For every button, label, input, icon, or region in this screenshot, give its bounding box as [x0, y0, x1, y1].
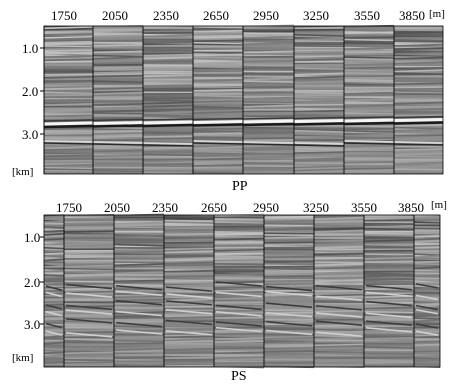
ps-gather-2: [64, 215, 114, 366]
ps-gather-4: [164, 216, 214, 366]
pp-gather-4: [193, 27, 243, 174]
pp-section-image: [40, 25, 443, 174]
ps-gather-7: [314, 216, 364, 367]
ps-section-image: [40, 214, 440, 367]
pp-gather-7: [344, 26, 394, 173]
pp-gather-6: [294, 27, 344, 173]
ps-gather-8: [364, 216, 414, 366]
ps-gather-9: [414, 216, 440, 367]
